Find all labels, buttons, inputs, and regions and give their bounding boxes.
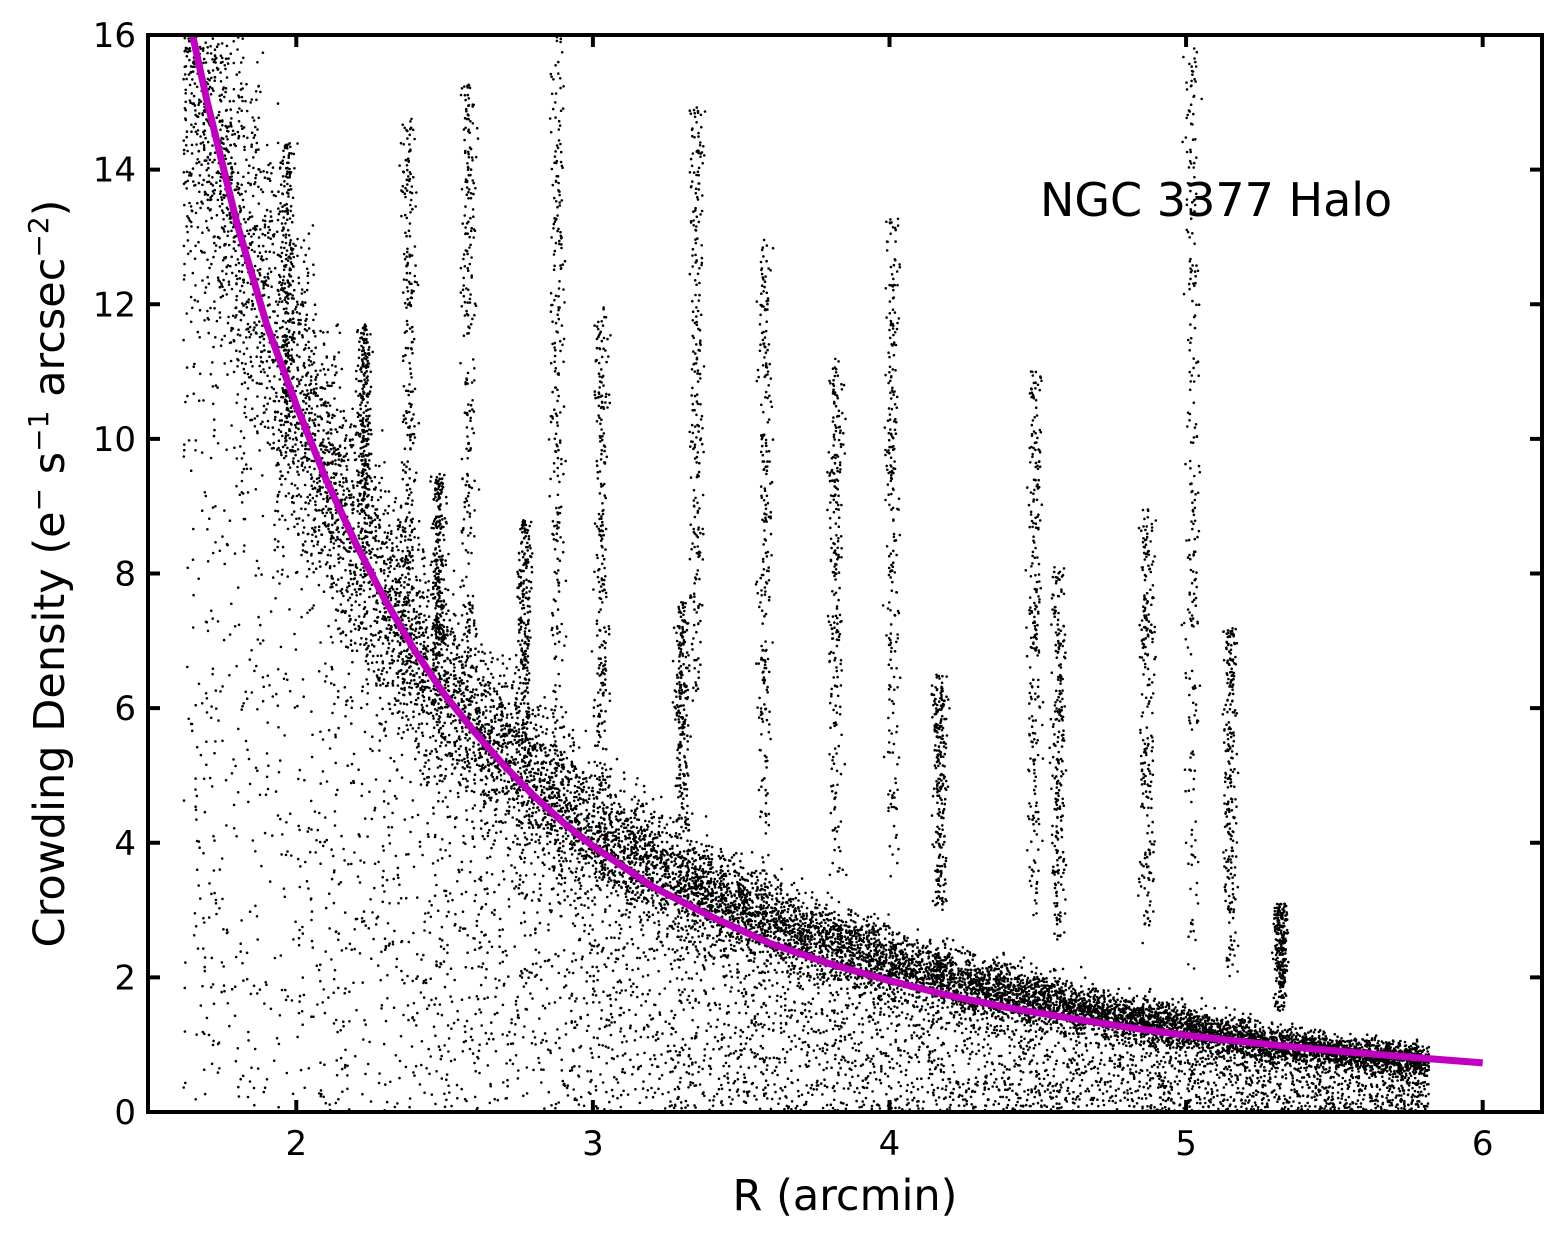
y-tick-label: 8 — [114, 555, 136, 595]
y-tick-label: 4 — [114, 824, 136, 864]
x-tick-label: 2 — [285, 1124, 307, 1164]
y-tick-label: 14 — [93, 151, 136, 191]
y-tick-label: 0 — [114, 1093, 136, 1133]
model-fit-line — [189, 35, 1483, 1067]
model-curve-layer — [189, 35, 1483, 1067]
plot-frame — [146, 33, 1544, 1114]
y-tick-label: 6 — [114, 689, 136, 729]
x-tick-label: 5 — [1175, 1124, 1197, 1164]
y-axis-label: Crowding Density (e− s−1 arcsec−2) — [22, 200, 76, 948]
y-tick-label: 16 — [93, 16, 136, 56]
y-tick-label: 12 — [93, 285, 136, 325]
chart-annotation: NGC 3377 Halo — [1040, 173, 1392, 227]
x-tick-label: 4 — [879, 1124, 901, 1164]
y-tick-label: 10 — [93, 420, 136, 460]
y-tick-label: 2 — [114, 958, 136, 998]
x-tick-label: 6 — [1472, 1124, 1494, 1164]
x-tick-label: 3 — [582, 1124, 604, 1164]
x-axis-label: R (arcmin) — [733, 1171, 958, 1221]
